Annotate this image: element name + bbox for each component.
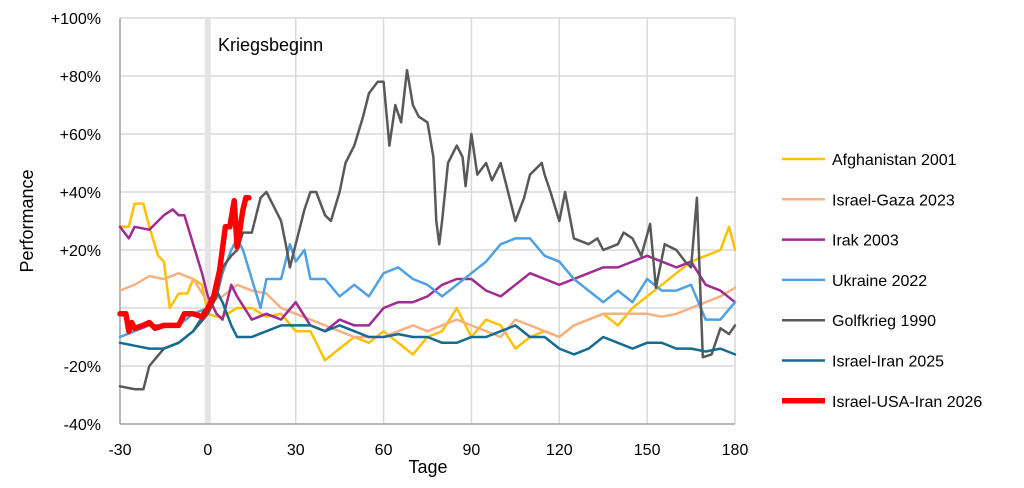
x-tick-label: 180 bbox=[722, 442, 749, 459]
series-line-israel-gaza-2023 bbox=[118, 271, 737, 339]
y-axis-label: Performance bbox=[17, 169, 37, 272]
x-tick-label: 120 bbox=[546, 442, 573, 459]
x-tick-label: 90 bbox=[463, 442, 481, 459]
axes bbox=[119, 18, 735, 425]
series-line-golfkrieg-1990 bbox=[118, 68, 737, 391]
y-tick-label: -40% bbox=[64, 417, 101, 434]
x-tick-label: 60 bbox=[375, 442, 393, 459]
series-line-israel-iran-2025 bbox=[118, 289, 737, 356]
legend-label: Israel-Gaza 2023 bbox=[832, 192, 955, 209]
x-tick-labels: -30 0 30 60 90 120 150 180 bbox=[108, 442, 748, 459]
legend-label: Ukraine 2022 bbox=[832, 273, 927, 290]
legend-label: Israel-USA-Iran 2026 bbox=[832, 394, 982, 411]
y-tick-label: +80% bbox=[60, 69, 101, 86]
y-tick-label: +40% bbox=[60, 185, 101, 202]
legend-label: Golfkrieg 1990 bbox=[832, 313, 936, 330]
y-tick-label: +20% bbox=[60, 243, 101, 260]
y-tick-label: -20% bbox=[64, 359, 101, 376]
series-line-israel-usa-iran-2026 bbox=[117, 195, 252, 334]
x-tick-label: 30 bbox=[287, 442, 305, 459]
gridlines bbox=[119, 17, 736, 425]
legend: Afghanistan 2001 Israel-Gaza 2023 Irak 200… bbox=[782, 152, 982, 411]
series-line-irak-2003 bbox=[118, 208, 737, 333]
annotation-kriegsbeginn: Kriegsbeginn bbox=[218, 35, 323, 55]
y-tick-label: +60% bbox=[60, 127, 101, 144]
x-tick-label: -30 bbox=[108, 442, 131, 459]
war-start-band bbox=[204, 18, 211, 424]
legend-label: Israel-Iran 2025 bbox=[832, 354, 944, 371]
series-lines bbox=[117, 68, 737, 391]
y-tick-labels: -40% -20% +20% +40% +60% +80% +100% bbox=[51, 11, 101, 434]
x-tick-label: 150 bbox=[634, 442, 661, 459]
y-tick-label: +100% bbox=[51, 11, 101, 28]
legend-label: Afghanistan 2001 bbox=[832, 152, 957, 169]
x-tick-label: 0 bbox=[203, 442, 212, 459]
legend-label: Irak 2003 bbox=[832, 233, 899, 250]
x-axis-label: Tage bbox=[408, 457, 447, 477]
